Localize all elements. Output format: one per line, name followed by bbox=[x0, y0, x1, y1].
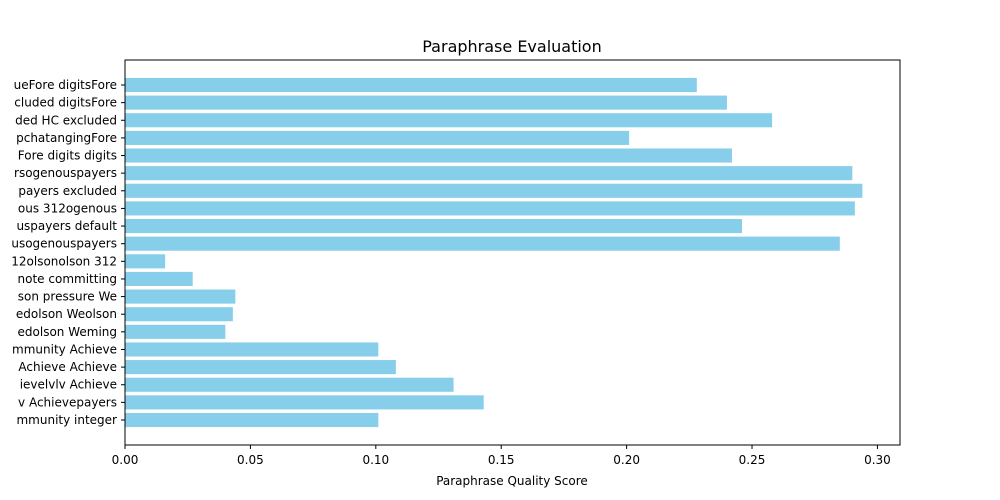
bar bbox=[125, 236, 840, 251]
chart-title: Paraphrase Evaluation bbox=[422, 37, 601, 56]
x-tick-label: 0.05 bbox=[237, 453, 264, 467]
y-tick-label: Achieve Achieve bbox=[18, 360, 117, 374]
bar bbox=[125, 324, 226, 339]
y-tick-label: ueFore digitsFore bbox=[14, 78, 117, 92]
bar bbox=[125, 412, 379, 428]
y-tick-label: usogenouspayers bbox=[11, 237, 117, 251]
y-tick-label: mmunity Achieve bbox=[12, 342, 117, 356]
x-tick-label: 0.30 bbox=[864, 453, 891, 467]
bar bbox=[125, 254, 166, 269]
bar bbox=[125, 342, 379, 357]
bar bbox=[125, 360, 396, 375]
bar bbox=[125, 113, 773, 128]
bar bbox=[125, 77, 697, 93]
y-tick-labels: ueFore digitsFore cluded digitsFore ded HC… bbox=[11, 78, 125, 427]
bar bbox=[125, 95, 727, 110]
y-tick-label: note committing bbox=[18, 272, 117, 286]
bar bbox=[125, 307, 233, 322]
y-tick-label: payers excluded bbox=[18, 184, 117, 198]
bar bbox=[125, 377, 454, 392]
y-tick-label: edolson Weolson bbox=[16, 307, 117, 321]
x-tick-label: 0.25 bbox=[739, 453, 766, 467]
y-tick-label: ded HC excluded bbox=[15, 113, 117, 127]
bar bbox=[125, 395, 484, 410]
y-tick-label: son pressure We bbox=[18, 290, 117, 304]
y-tick-label: cluded digitsFore bbox=[14, 96, 117, 110]
plot-frame bbox=[124, 59, 901, 446]
y-tick-label: mmunity integer bbox=[16, 413, 117, 427]
y-tick-label: ous 312ogenous bbox=[18, 201, 117, 215]
y-tick-label: Fore digits digits bbox=[18, 149, 117, 163]
bar bbox=[125, 183, 863, 198]
y-tick-label: 12olsonolson 312 bbox=[11, 254, 117, 268]
bar bbox=[125, 289, 236, 304]
x-tick-labels: 0.00 0.05 0.10 0.15 0.20 0.25 0.30 bbox=[112, 445, 891, 467]
x-axis-title: Paraphrase Quality Score bbox=[436, 474, 588, 488]
x-tick-label: 0.00 bbox=[112, 453, 139, 467]
x-tick-label: 0.10 bbox=[362, 453, 389, 467]
y-tick-label: edolson Weming bbox=[18, 325, 117, 339]
bar bbox=[125, 148, 732, 163]
bar bbox=[125, 201, 855, 216]
y-tick-label: uspayers default bbox=[16, 219, 117, 233]
x-tick-label: 0.20 bbox=[613, 453, 640, 467]
bar bbox=[125, 130, 630, 145]
x-tick-label: 0.15 bbox=[488, 453, 515, 467]
bars-group bbox=[125, 77, 863, 428]
y-tick-label: pchatangingFore bbox=[16, 131, 117, 145]
y-tick-label: rsogenouspayers bbox=[14, 166, 117, 180]
y-tick-label: v Achievepayers bbox=[18, 395, 117, 409]
y-tick-label: ievelvlv Achieve bbox=[20, 378, 117, 392]
bar bbox=[125, 219, 742, 234]
bar bbox=[125, 166, 853, 181]
bar bbox=[125, 271, 193, 286]
